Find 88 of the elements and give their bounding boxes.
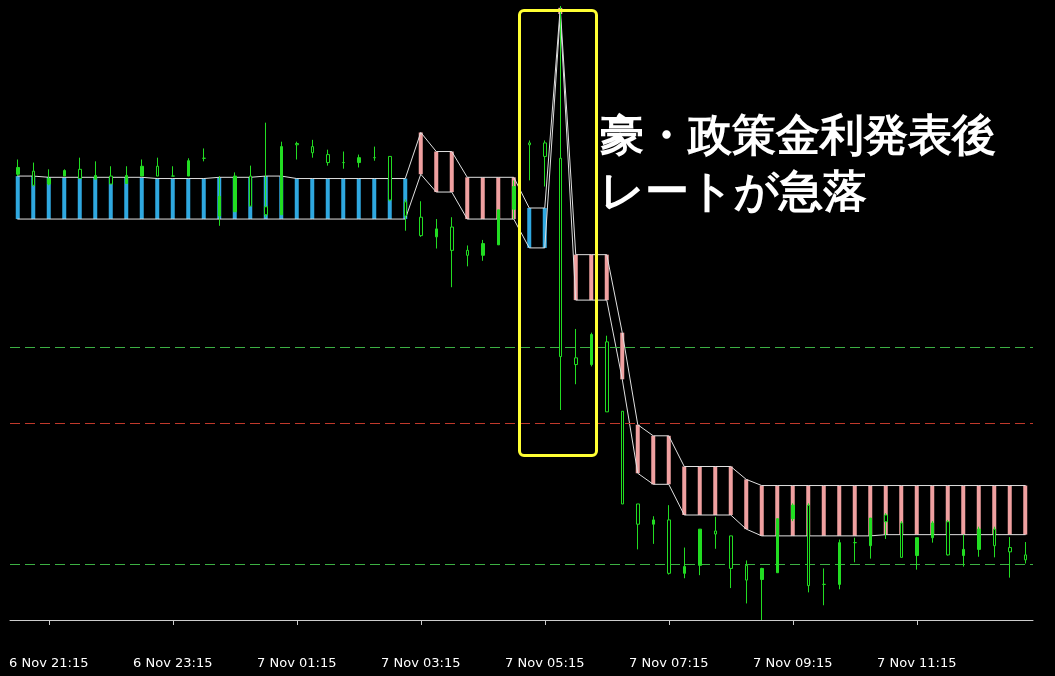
candlestick — [729, 535, 733, 589]
bar — [914, 485, 919, 535]
x-tick-label: 7 Nov 03:15 — [381, 655, 461, 670]
bar — [294, 178, 299, 220]
bar — [682, 466, 687, 516]
annotation: 豪・政策金利発表後 — [600, 108, 996, 160]
bar — [62, 177, 67, 220]
candlestick — [822, 567, 826, 606]
candlestick — [745, 559, 748, 604]
bar — [356, 178, 361, 220]
candlestick — [450, 216, 454, 288]
candlestick — [621, 410, 624, 505]
candlestick — [962, 534, 965, 568]
candlestick — [481, 239, 485, 262]
bar — [186, 178, 191, 220]
x-tick-label: 7 Nov 07:15 — [629, 655, 709, 670]
candlestick — [342, 151, 345, 170]
candlestick — [838, 539, 841, 590]
bar — [325, 178, 330, 220]
bar — [341, 178, 346, 220]
bar — [155, 178, 160, 220]
bar — [961, 485, 966, 535]
candlestick — [357, 154, 361, 168]
bar — [201, 178, 206, 220]
bar — [666, 435, 671, 485]
candlestick — [202, 147, 206, 162]
candlestick — [187, 157, 190, 177]
candlestick — [683, 547, 686, 579]
candlestick — [435, 218, 438, 250]
candlestick — [590, 332, 593, 367]
bar — [465, 177, 470, 220]
bar — [418, 132, 423, 175]
candlestick — [326, 149, 330, 167]
x-tick-label: 7 Nov 05:15 — [505, 655, 585, 670]
candlestick — [16, 159, 20, 177]
bar — [93, 177, 98, 220]
candlestick — [1008, 536, 1012, 579]
x-tick-label: 7 Nov 11:15 — [877, 655, 957, 670]
candlestick — [698, 528, 702, 576]
bar — [310, 178, 315, 220]
bar — [480, 177, 485, 220]
candlestick — [605, 335, 609, 413]
bar — [759, 485, 764, 536]
x-tick-label: 6 Nov 23:15 — [133, 655, 213, 670]
bar — [635, 424, 640, 474]
candlestick — [915, 537, 919, 571]
candlestick — [652, 515, 655, 545]
x-tick-label: 6 Nov 21:15 — [9, 655, 89, 670]
bar — [527, 208, 532, 248]
candlestick — [466, 244, 469, 267]
bar — [1007, 485, 1012, 535]
candlestick — [636, 503, 640, 550]
bar — [821, 485, 826, 536]
candlestick — [760, 567, 764, 621]
bar — [744, 479, 749, 530]
candlestick — [140, 159, 144, 177]
candlestick — [667, 504, 671, 576]
bar — [837, 485, 842, 536]
candlestick — [419, 200, 423, 238]
bar — [15, 176, 20, 220]
candlestick — [295, 141, 299, 160]
bar — [589, 254, 594, 301]
candlestick — [63, 168, 66, 177]
candlestick — [528, 139, 531, 181]
bar — [852, 485, 857, 536]
candlestick — [853, 537, 857, 563]
x-tick-label: 7 Nov 09:15 — [753, 655, 833, 670]
bar — [1023, 485, 1028, 535]
annotation: レートが急落 — [600, 164, 867, 216]
bar — [697, 466, 702, 516]
bar — [139, 177, 144, 220]
bar — [449, 151, 454, 193]
x-tick-label: 7 Nov 01:15 — [257, 655, 337, 670]
bar — [77, 177, 82, 220]
bar — [434, 151, 439, 193]
bar — [651, 435, 656, 485]
bar — [170, 178, 175, 220]
candlestick — [311, 139, 314, 159]
candlestick — [373, 146, 376, 162]
candlestick — [171, 165, 175, 177]
bar — [372, 178, 377, 220]
candlestick — [543, 139, 547, 188]
candlestick — [1024, 541, 1027, 565]
candlestick — [714, 516, 717, 550]
bar — [728, 466, 733, 516]
bar — [713, 466, 718, 516]
candlestick — [574, 328, 578, 385]
candlestick — [156, 157, 159, 177]
